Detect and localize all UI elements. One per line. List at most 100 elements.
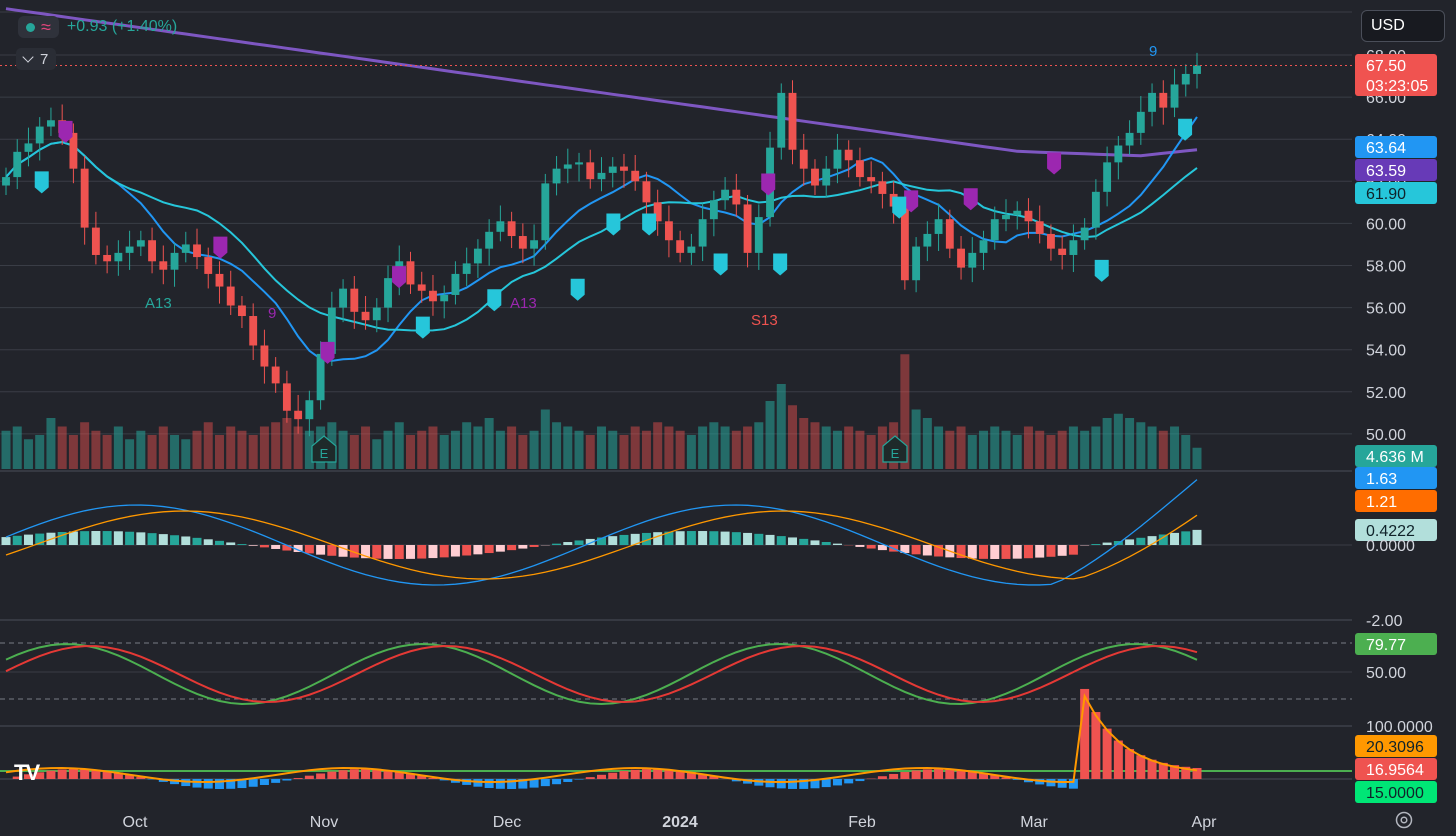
candle-body <box>282 383 291 411</box>
signal-marker <box>392 266 407 289</box>
volume-bar <box>102 435 112 469</box>
adx-histogram-bar <box>832 779 842 786</box>
candle-body <box>575 162 583 165</box>
volume-bar <box>821 426 831 469</box>
ma-fast-badge: 63.64 <box>1366 140 1406 157</box>
candle-body <box>923 233 932 247</box>
volume-bar <box>922 418 932 469</box>
candle-body <box>2 177 10 186</box>
adx-histogram-bar <box>698 774 708 779</box>
price-tick-label: 56.00 <box>1366 301 1406 318</box>
macd-histogram-bar <box>810 540 820 545</box>
adx-histogram-bar <box>956 769 966 779</box>
indicators-collapse-button[interactable]: 7 <box>16 48 57 70</box>
adx-histogram-bar <box>821 779 831 788</box>
macd-histogram-bar <box>574 540 584 545</box>
signal-marker <box>1178 118 1193 141</box>
adx-histogram-bar <box>214 779 224 789</box>
macd-histogram-bar <box>956 545 966 559</box>
volume-bar <box>866 435 876 469</box>
macd-histogram-bar <box>102 531 112 545</box>
macd-histogram-bar <box>619 534 629 545</box>
volume-bar <box>35 435 45 469</box>
macd-histogram-bar <box>1125 539 1135 545</box>
macd-histogram-bar <box>428 545 438 559</box>
x-tick-label: Mar <box>1020 814 1048 831</box>
volume-bar <box>170 435 180 469</box>
volume-bar <box>754 422 764 469</box>
candle-body <box>788 92 797 150</box>
tradingview-logo[interactable]: TV <box>14 760 40 785</box>
adx-histogram-bar <box>1147 759 1157 779</box>
volume-bar <box>136 430 146 469</box>
adx-histogram-bar <box>293 778 303 779</box>
candle-body <box>833 149 842 169</box>
candle-body <box>642 181 651 203</box>
adx-a-badge-bg <box>1355 735 1437 757</box>
adx-histogram-bar <box>518 779 528 789</box>
signal-marker <box>213 236 228 259</box>
candle-body <box>69 132 78 169</box>
macd-histogram-bar <box>147 533 157 545</box>
candle-body <box>327 307 336 354</box>
macd-signal-line <box>5 510 1198 580</box>
moving-average-20 <box>5 116 1198 362</box>
macd-value-badge: 1.63 <box>1366 471 1397 488</box>
adx-histogram-bar <box>23 774 33 779</box>
currency-selector[interactable]: USD <box>1361 10 1445 42</box>
adx-histogram-bar <box>922 769 932 779</box>
candle-body <box>563 164 572 169</box>
macd-histogram-bar <box>293 545 303 553</box>
macd-histogram-bar <box>170 535 180 545</box>
candle-body <box>1069 240 1078 255</box>
stoch-d-line <box>5 645 1198 704</box>
volume-bar <box>675 430 685 469</box>
candle-body <box>238 305 246 317</box>
macd-histogram-bar <box>361 545 371 559</box>
adx-histogram-bar <box>945 769 955 779</box>
adx-histogram-bar <box>799 779 809 789</box>
stoch-k-line <box>5 643 1198 706</box>
adx-histogram-bar <box>889 773 899 779</box>
price-tick-label: 54.00 <box>1366 343 1406 360</box>
ma-mid-badge-bg <box>1355 182 1437 204</box>
last-price-badge: 67.50 <box>1366 58 1406 75</box>
adx-histogram-bar <box>484 779 494 789</box>
macd-histogram-bar <box>304 545 314 554</box>
gear-icon[interactable] <box>1394 810 1414 830</box>
candle-body <box>721 189 730 201</box>
macd-histogram-bar <box>967 545 977 559</box>
signal-marker <box>773 253 788 276</box>
signal-marker <box>487 289 502 312</box>
macd-histogram-bar <box>911 545 921 555</box>
macd-histogram-bar <box>125 531 135 545</box>
adx-histogram-bar <box>1136 755 1146 779</box>
candle-body <box>844 149 853 161</box>
macd-histogram-bar <box>731 532 741 545</box>
macd-histogram-bar <box>35 533 45 545</box>
adx-histogram-bar <box>529 779 539 788</box>
macd-histogram-bar <box>709 531 719 545</box>
macd-histogram-bar <box>855 545 865 547</box>
candle-body <box>148 240 156 262</box>
adx-histogram-bar <box>417 775 427 779</box>
volume-bar <box>394 422 404 469</box>
annotation-s13: S13 <box>751 312 778 329</box>
macd-histogram-bar <box>990 545 1000 559</box>
adx-histogram-bar <box>203 779 213 789</box>
adx-histogram-bar <box>1068 779 1078 789</box>
candle-body <box>586 162 595 180</box>
adx-histogram-bar <box>653 769 663 779</box>
market-status-pill[interactable]: ≈ <box>18 16 59 38</box>
macd-histogram-bar <box>271 545 281 549</box>
macd-histogram-bar <box>1046 545 1056 557</box>
candle-body <box>1136 111 1145 133</box>
volume-bar <box>259 426 269 469</box>
adx-histogram-bar <box>540 779 550 787</box>
adx-histogram-bar <box>877 776 887 779</box>
macd-histogram-bar <box>754 533 764 545</box>
volume-bar <box>1102 418 1112 469</box>
candle-body <box>485 231 494 249</box>
candle-body <box>664 221 673 241</box>
